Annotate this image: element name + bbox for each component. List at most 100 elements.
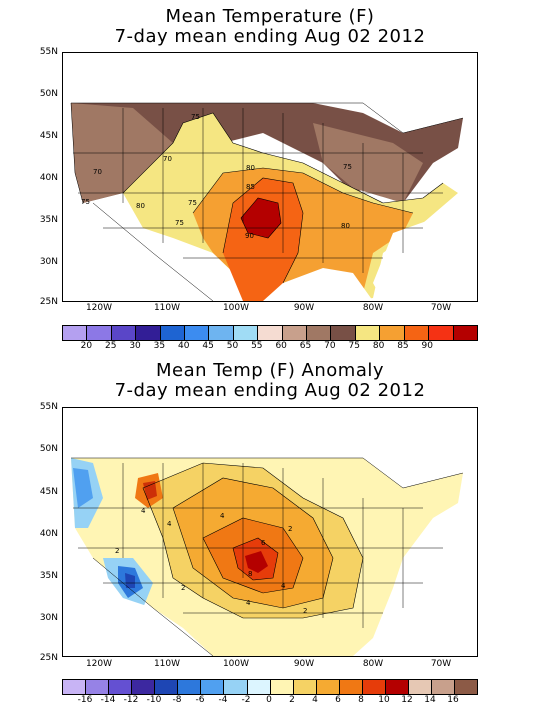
panel2-lon-120: 120W (85, 659, 113, 669)
panel2-clabel: 4 (246, 599, 251, 607)
colorbar-tick-label: 90 (421, 341, 434, 351)
panel2-borders (71, 457, 464, 656)
panel1-lon-110: 110W (153, 303, 181, 313)
panel1-clabel: 75 (343, 163, 352, 171)
panel2-contours (142, 462, 364, 619)
colorbar-swatch (209, 326, 234, 340)
panel2-lon-70: 70W (430, 659, 452, 669)
panel2-lat-55: 55N (39, 402, 58, 412)
colorbar-tick-label: 8 (358, 695, 364, 705)
colorbar-swatch (362, 680, 386, 694)
panel2-clabel: 2 (303, 607, 307, 615)
panel1-clabel: 80 (136, 202, 145, 210)
colorbar-tick-label: -10 (146, 695, 162, 705)
colorbar-swatch (109, 680, 133, 694)
panel1-lon-70: 70W (430, 303, 452, 313)
panel1-lat-40: 40N (39, 173, 58, 183)
colorbar-swatch (455, 680, 478, 694)
panel2-clabel: 2 (288, 525, 292, 533)
colorbar-tick-label: 12 (401, 695, 413, 705)
panel1-map-svg: 75 70 70 75 80 80 85 75 75 75 80 90 (63, 53, 477, 301)
colorbar-tick-label: -8 (172, 695, 182, 705)
colorbar-swatch (185, 326, 210, 340)
colorbar-tick-label: -14 (100, 695, 116, 705)
panel2-title-line2: 7-day mean ending Aug 02 2012 (114, 380, 426, 401)
panel1-lon-100: 100W (222, 303, 250, 313)
panel1-title-line1: Mean Temperature (F) (165, 6, 375, 27)
colorbar-tick-label: 50 (226, 341, 239, 351)
colorbar-tick-label: 6 (335, 695, 341, 705)
panel2-clabel: 6 (261, 539, 266, 547)
colorbar-tick-label: -12 (123, 695, 139, 705)
panel1-map: 75 70 70 75 80 80 85 75 75 75 80 90 (62, 52, 478, 302)
panel1-lat-45: 45N (39, 131, 58, 141)
colorbar-swatch (136, 326, 161, 340)
colorbar-swatch (432, 680, 456, 694)
colorbar-swatch (247, 680, 271, 694)
colorbar-tick-label: 25 (104, 341, 117, 351)
colorbar-swatch (355, 326, 381, 340)
colorbar-swatch (293, 680, 317, 694)
colorbar-swatch (282, 326, 308, 340)
panel1-clabel: 75 (81, 198, 90, 206)
panel1-colorbar (62, 325, 478, 341)
colorbar-tick-label: 60 (275, 341, 287, 351)
panel2-map-svg: 4 4 4 4 2 2 6 8 4 2 2 (63, 408, 477, 656)
colorbar-swatch (87, 326, 112, 340)
colorbar-swatch (453, 326, 477, 340)
colorbar-swatch (132, 680, 156, 694)
panel1-clabel: 80 (246, 164, 255, 172)
colorbar-swatch (429, 326, 454, 340)
panel2-lon-80: 80W (362, 659, 384, 669)
panel1-clabel: 80 (341, 222, 350, 230)
panel1-lat-25: 25N (39, 297, 58, 307)
panel1-borders (70, 102, 464, 301)
panel1-clabel: 70 (163, 155, 172, 163)
panel2-lat-50: 50N (39, 444, 58, 454)
panel2-contour-labels: 4 4 4 4 2 2 6 8 4 2 2 (115, 507, 307, 615)
panel2-map: 4 4 4 4 2 2 6 8 4 2 2 (62, 407, 478, 657)
panel1-lon-120: 120W (85, 303, 113, 313)
colorbar-swatch (380, 326, 405, 340)
panel2-colorbar-labels: -16 -14 -12 -10 -8 -6 -4 -2 0 2 4 6 8 10 12 14 16 (62, 695, 476, 707)
colorbar-tick-label: 55 (251, 341, 263, 351)
colorbar-swatch (201, 680, 225, 694)
colorbar-tick-label: -4 (218, 695, 228, 705)
colorbar-tick-label: 10 (378, 695, 390, 705)
panel1-clabel: 75 (191, 113, 200, 121)
colorbar-swatch (111, 326, 137, 340)
colorbar-swatch (63, 326, 88, 340)
colorbar-swatch (233, 326, 259, 340)
colorbar-swatch (86, 680, 110, 694)
colorbar-swatch (155, 680, 179, 694)
colorbar-tick-label: 45 (202, 341, 214, 351)
panel2-lon-110: 110W (153, 659, 181, 669)
colorbar-tick-label: -6 (195, 695, 205, 705)
colorbar-swatch (63, 680, 87, 694)
panel2-clabel: 8 (248, 570, 252, 578)
panel2-lat-25: 25N (39, 653, 58, 663)
panel1-contour-labels: 75 70 70 75 80 80 85 75 75 75 80 90 (81, 113, 352, 240)
colorbar-tick-label: 0 (266, 695, 272, 705)
colorbar-swatch (385, 680, 409, 694)
colorbar-tick-label: 65 (299, 341, 312, 351)
colorbar-swatch (307, 326, 332, 340)
colorbar-swatch (404, 326, 430, 340)
colorbar-tick-label: 40 (178, 341, 190, 351)
panel1-lon-80: 80W (362, 303, 384, 313)
colorbar-swatch (178, 680, 202, 694)
panel1-clabel: 75 (188, 199, 197, 207)
panel1-lat-50: 50N (39, 89, 58, 99)
panel1-clabel: 90 (245, 232, 254, 240)
colorbar-swatch (408, 680, 432, 694)
panel2-lat-30: 30N (39, 613, 58, 623)
panel2-clabel: 2 (115, 547, 119, 555)
panel2-lat-35: 35N (39, 571, 58, 581)
panel1-lat-30: 30N (39, 257, 58, 267)
panel2-clabel: 4 (220, 512, 225, 520)
panel1-title-line2: 7-day mean ending Aug 02 2012 (114, 26, 426, 47)
colorbar-swatch (224, 680, 248, 694)
panel2-clabel: 2 (181, 584, 185, 592)
colorbar-swatch (258, 326, 283, 340)
colorbar-tick-label: -2 (241, 695, 251, 705)
